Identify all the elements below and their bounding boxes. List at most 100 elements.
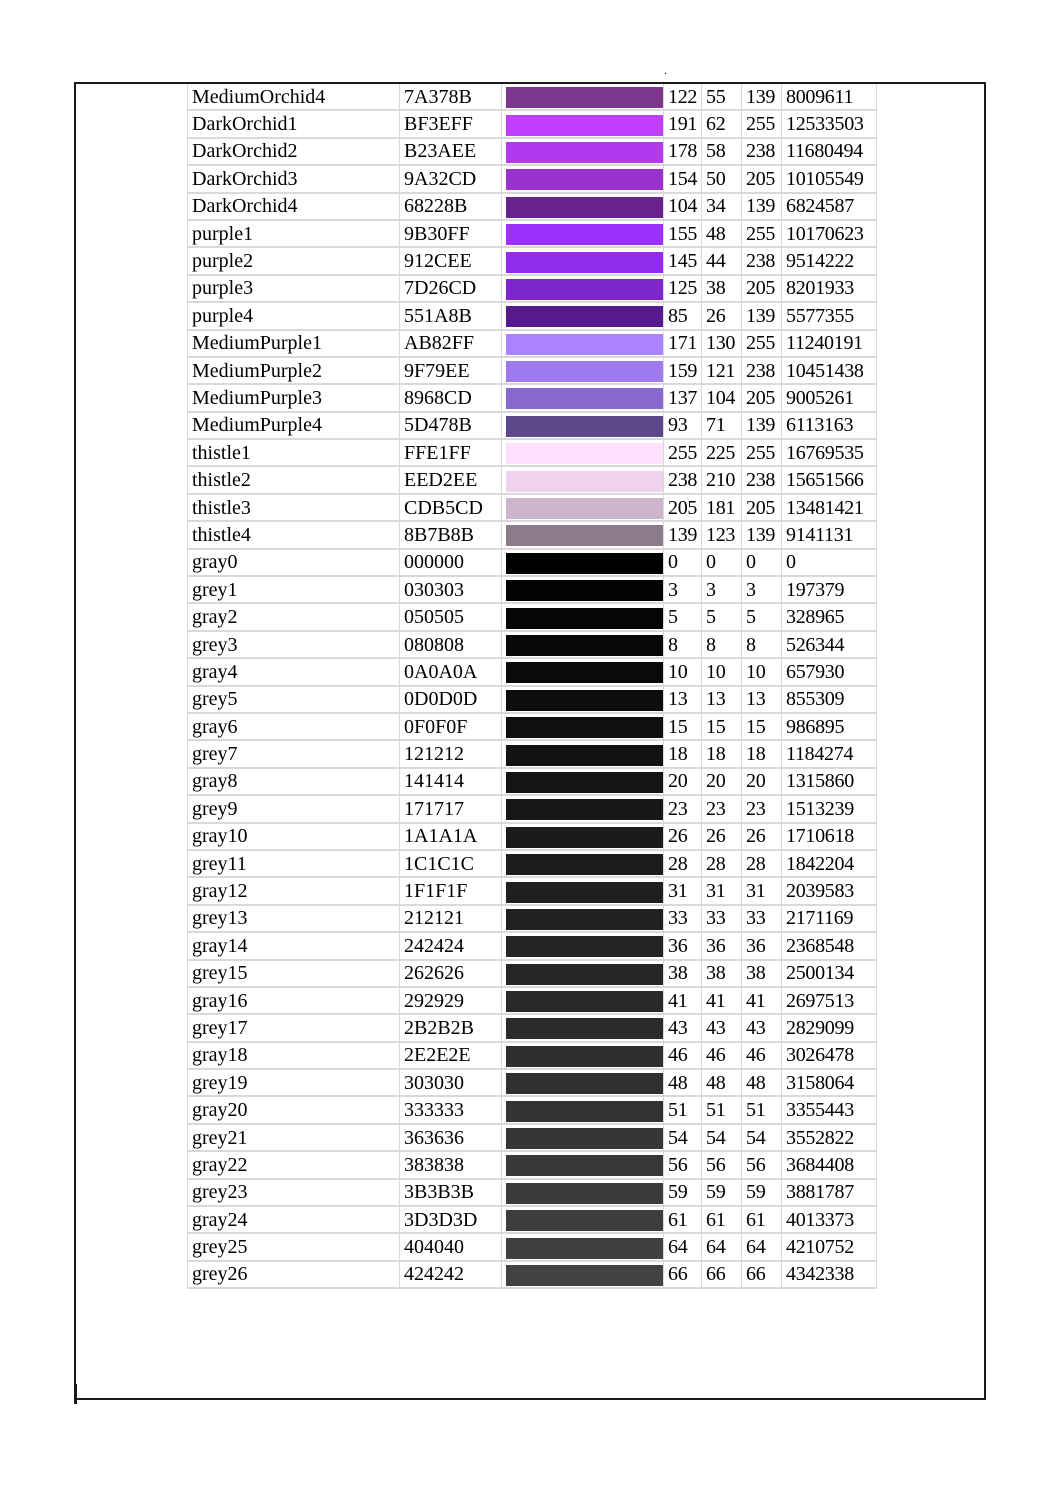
- page-frame: [74, 82, 986, 1400]
- color-name: purple3: [187, 275, 399, 304]
- color-table-body: MediumOrchid4 7A378B 122 55 139 8009611 DarkOr…: [187, 84, 877, 1290]
- hex-code: 0D0D0D: [399, 686, 501, 714]
- color-swatch-cell: [501, 905, 663, 934]
- color-swatch-cell: [501, 412, 663, 441]
- hex-code: 7D26CD: [399, 275, 501, 304]
- decimal-value: 12533503: [781, 111, 877, 139]
- hex-code: 551A8B: [399, 303, 501, 331]
- color-name: MediumPurple2: [187, 357, 399, 386]
- red-value: 137: [663, 385, 701, 413]
- table-row: grey5 0D0D0D 13 13 13 855309: [187, 686, 877, 714]
- blue-value: 205: [741, 494, 781, 523]
- blue-value: 255: [741, 330, 781, 358]
- red-value: 159: [663, 357, 701, 386]
- red-value: 13: [663, 686, 701, 714]
- decimal-value: 13481421: [781, 494, 877, 523]
- hex-code: 8968CD: [399, 385, 501, 413]
- table-row: gray16 292929 41 41 41 2697513: [187, 987, 877, 1016]
- color-swatch-cell: [501, 713, 663, 742]
- color-swatch: [506, 388, 663, 410]
- hex-code: 000000: [399, 549, 501, 578]
- color-swatch-cell: [501, 522, 663, 550]
- red-value: 46: [663, 1042, 701, 1071]
- green-value: 41: [701, 987, 741, 1016]
- table-row: gray8 141414 20 20 20 1315860: [187, 768, 877, 797]
- color-swatch: [506, 662, 663, 684]
- color-swatch: [506, 607, 663, 629]
- decimal-value: 3881787: [781, 1179, 877, 1208]
- table-row: gray10 1A1A1A 26 26 26 1710618: [187, 823, 877, 851]
- red-value: 18: [663, 741, 701, 769]
- red-value: 33: [663, 905, 701, 934]
- table-row: DarkOrchid2 B23AEE 178 58 238 11680494: [187, 138, 877, 167]
- blue-value: 23: [741, 796, 781, 824]
- color-name: purple4: [187, 303, 399, 331]
- table-row: grey26 424242 66 66 66 4342338: [187, 1261, 877, 1290]
- blue-value: 61: [741, 1207, 781, 1235]
- blue-value: 38: [741, 960, 781, 988]
- color-name: purple2: [187, 248, 399, 276]
- color-name: MediumPurple4: [187, 412, 399, 441]
- table-row: gray2 050505 5 5 5 328965: [187, 604, 877, 632]
- decimal-value: 4342338: [781, 1261, 877, 1290]
- green-value: 66: [701, 1261, 741, 1290]
- color-swatch-cell: [501, 220, 663, 249]
- blue-value: 238: [741, 467, 781, 495]
- blue-value: 139: [741, 412, 781, 441]
- color-swatch: [506, 552, 663, 574]
- color-swatch: [506, 1155, 663, 1177]
- color-swatch: [506, 415, 663, 437]
- color-swatch: [506, 169, 663, 191]
- green-value: 48: [701, 220, 741, 249]
- decimal-value: 6113163: [781, 412, 877, 441]
- color-swatch-cell: [501, 1179, 663, 1208]
- table-row: grey21 363636 54 54 54 3552822: [187, 1124, 877, 1153]
- decimal-value: 1315860: [781, 768, 877, 797]
- hex-code: 1A1A1A: [399, 823, 501, 851]
- blue-value: 36: [741, 933, 781, 961]
- decimal-value: 10170623: [781, 220, 877, 249]
- red-value: 93: [663, 412, 701, 441]
- frame-tick: [74, 1384, 77, 1404]
- blue-value: 205: [741, 385, 781, 413]
- color-swatch: [506, 1018, 663, 1040]
- red-value: 51: [663, 1097, 701, 1125]
- color-name: gray16: [187, 987, 399, 1016]
- color-name: thistle4: [187, 522, 399, 550]
- hex-code: AB82FF: [399, 330, 501, 358]
- color-swatch: [506, 635, 663, 656]
- color-swatch: [506, 881, 663, 903]
- blue-value: 31: [741, 878, 781, 906]
- green-value: 58: [701, 138, 741, 167]
- color-swatch-cell: [501, 987, 663, 1016]
- green-value: 121: [701, 357, 741, 386]
- decimal-value: 10105549: [781, 166, 877, 194]
- red-value: 64: [663, 1234, 701, 1262]
- hex-code: 171717: [399, 796, 501, 824]
- color-swatch-cell: [501, 1261, 663, 1290]
- decimal-value: 2039583: [781, 878, 877, 906]
- blue-value: 8: [741, 631, 781, 660]
- table-row: gray20 333333 51 51 51 3355443: [187, 1097, 877, 1125]
- color-swatch-cell: [501, 111, 663, 139]
- green-value: 210: [701, 467, 741, 495]
- table-row: gray22 383838 56 56 56 3684408: [187, 1152, 877, 1180]
- blue-value: 26: [741, 823, 781, 851]
- color-swatch-cell: [501, 768, 663, 797]
- color-swatch-cell: [501, 1234, 663, 1262]
- red-value: 171: [663, 330, 701, 358]
- decimal-value: 11240191: [781, 330, 877, 358]
- decimal-value: 2697513: [781, 987, 877, 1016]
- color-swatch-cell: [501, 385, 663, 413]
- green-value: 44: [701, 248, 741, 276]
- decimal-value: 3026478: [781, 1042, 877, 1071]
- hex-code: B23AEE: [399, 138, 501, 167]
- table-row: DarkOrchid4 68228B 104 34 139 6824587: [187, 193, 877, 221]
- hex-code: 404040: [399, 1234, 501, 1262]
- color-name: MediumPurple1: [187, 330, 399, 358]
- table-row: DarkOrchid3 9A32CD 154 50 205 10105549: [187, 166, 877, 194]
- blue-value: 20: [741, 768, 781, 797]
- color-name: gray2: [187, 604, 399, 632]
- color-name: grey5: [187, 686, 399, 714]
- color-table: MediumOrchid4 7A378B 122 55 139 8009611 DarkOr…: [187, 84, 877, 1290]
